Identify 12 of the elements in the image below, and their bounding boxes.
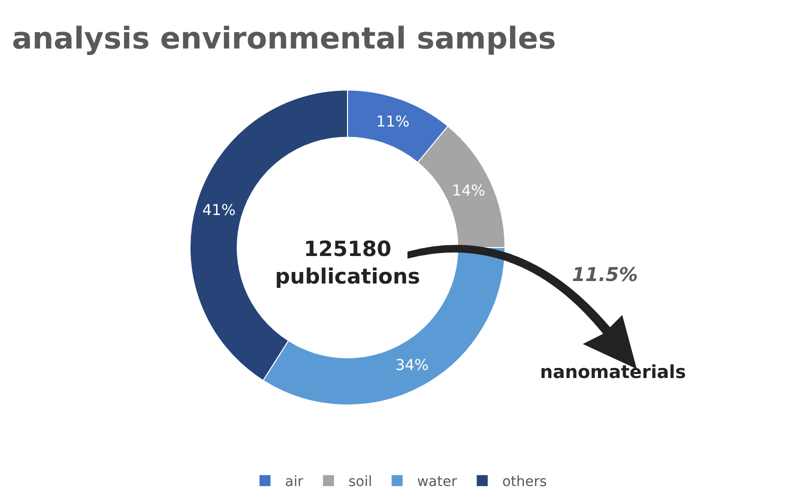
chart-title: analysis environmental samples xyxy=(12,22,556,56)
legend-label: air xyxy=(285,474,304,490)
data-label: 11% xyxy=(376,112,410,131)
data-label: 41% xyxy=(202,201,236,220)
text: 11.5% xyxy=(572,264,638,286)
legend-label: soil xyxy=(348,474,372,490)
data-label: 14% xyxy=(452,182,486,200)
text: nanomaterials xyxy=(540,362,686,383)
text: 125180 publications xyxy=(275,237,420,288)
legend-label: water xyxy=(417,474,458,490)
legend-label: others xyxy=(502,474,547,490)
data-label: 34% xyxy=(395,356,429,374)
